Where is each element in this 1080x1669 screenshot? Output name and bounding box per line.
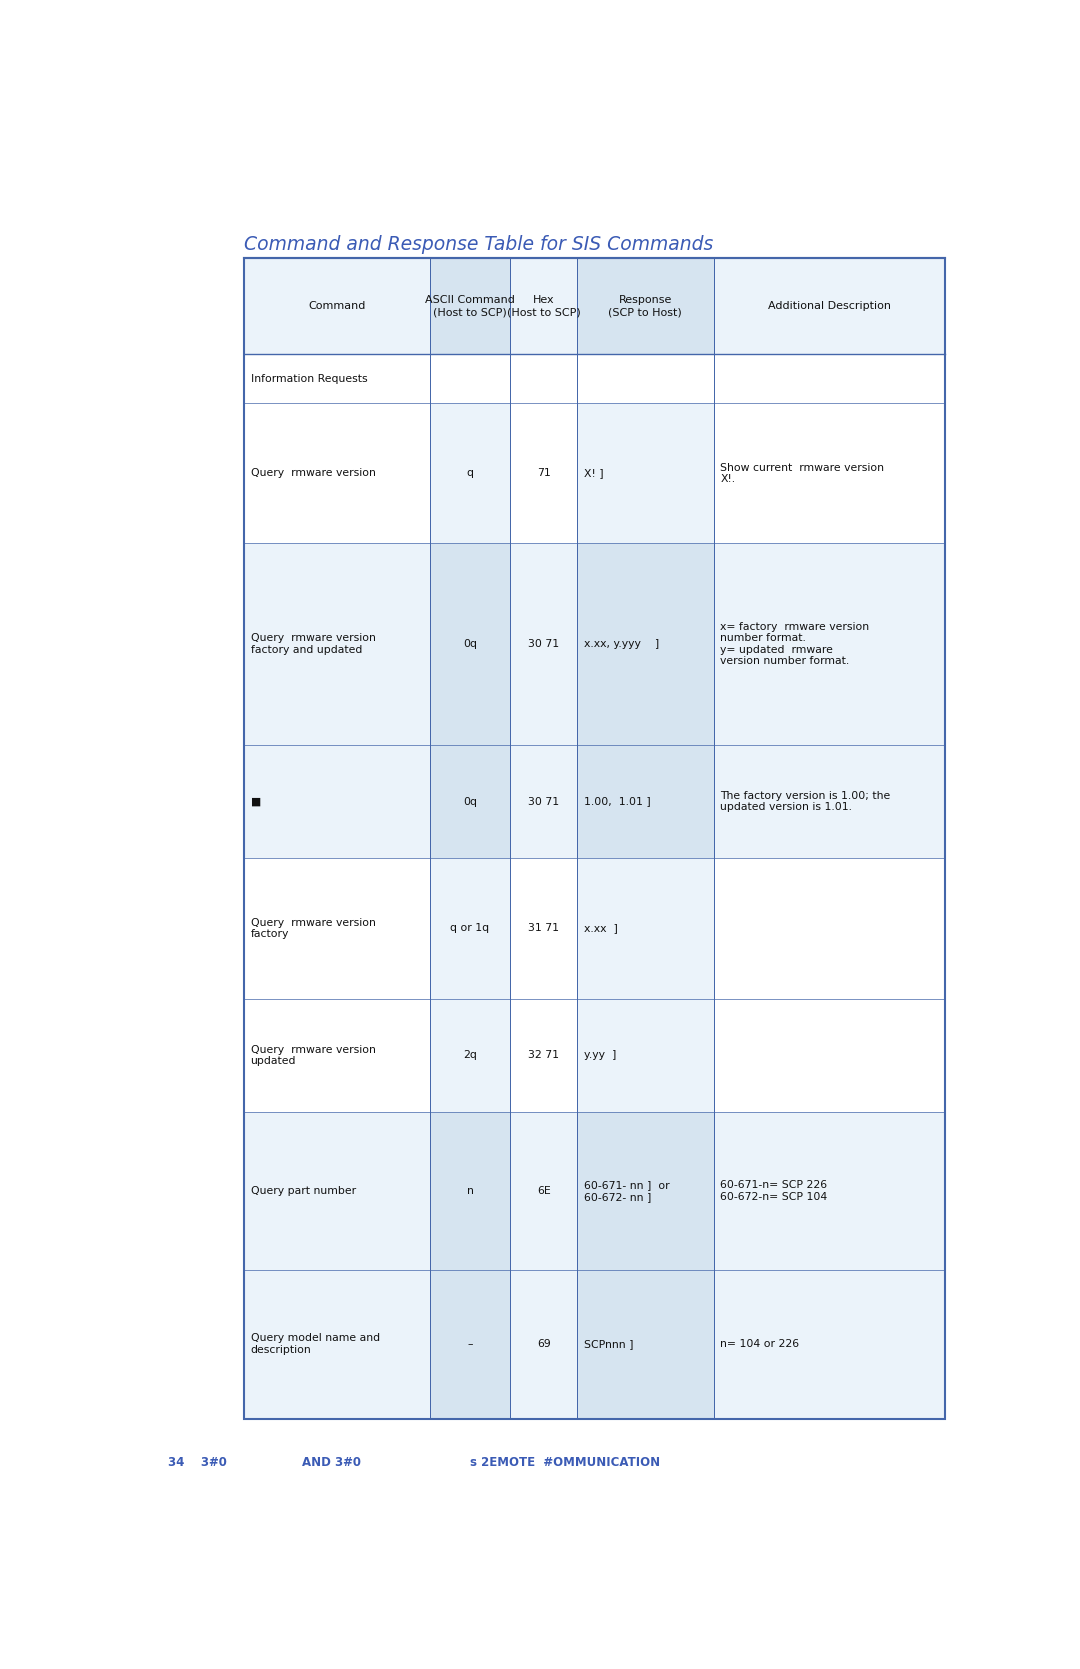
Text: Information Requests: Information Requests (251, 374, 367, 384)
Text: 60-671-n= SCP 226
60-672-n= SCP 104: 60-671-n= SCP 226 60-672-n= SCP 104 (720, 1180, 827, 1202)
Bar (714, 858, 945, 998)
Text: 0q: 0q (463, 639, 477, 649)
Text: q: q (467, 469, 473, 479)
Bar (577, 858, 714, 998)
Text: y.yy  ]: y.yy ] (583, 1050, 616, 1060)
Bar (511, 259, 577, 354)
Text: Query  rmware version: Query rmware version (251, 469, 376, 479)
Text: Show current  rmware version
X!.: Show current rmware version X!. (720, 462, 885, 484)
Text: n: n (467, 1187, 473, 1197)
Text: n= 104 or 226: n= 104 or 226 (720, 1339, 799, 1349)
Text: Query part number: Query part number (251, 1187, 355, 1197)
Bar (714, 998, 945, 1112)
Text: s 2EMOTE  #OMMUNICATION: s 2EMOTE #OMMUNICATION (470, 1455, 660, 1469)
Text: 34    3#0: 34 3#0 (168, 1455, 228, 1469)
Text: ASCII Command
(Host to SCP): ASCII Command (Host to SCP) (426, 295, 515, 317)
Bar (511, 858, 577, 998)
Text: X! ]: X! ] (583, 469, 604, 479)
Bar (430, 1270, 511, 1419)
Bar (430, 858, 511, 998)
Bar (714, 404, 945, 544)
Bar (244, 259, 945, 1419)
Bar (577, 259, 714, 354)
Text: AND 3#0: AND 3#0 (302, 1455, 362, 1469)
Text: 60-671- nn ]  or
60-672- nn ]: 60-671- nn ] or 60-672- nn ] (583, 1180, 670, 1202)
Bar (430, 1112, 511, 1270)
Bar (430, 998, 511, 1112)
Bar (244, 998, 430, 1112)
Bar (430, 544, 511, 744)
Text: 2q: 2q (463, 1050, 477, 1060)
Bar (244, 1270, 430, 1419)
Bar (244, 259, 430, 354)
Bar (714, 744, 945, 858)
Text: Query  rmware version
factory: Query rmware version factory (251, 918, 376, 940)
Text: The factory version is 1.00; the
updated version is 1.01.: The factory version is 1.00; the updated… (720, 791, 891, 813)
Bar (244, 404, 430, 544)
Bar (714, 1112, 945, 1270)
Bar (511, 1270, 577, 1419)
Text: Command: Command (308, 300, 365, 310)
Bar (577, 1112, 714, 1270)
Text: –: – (468, 1339, 473, 1349)
Bar (244, 744, 430, 858)
Bar (430, 744, 511, 858)
Bar (511, 998, 577, 1112)
Bar (714, 544, 945, 744)
Bar (244, 544, 430, 744)
Text: 71: 71 (537, 469, 551, 479)
Text: 30 71: 30 71 (528, 796, 559, 806)
Text: Query  rmware version
factory and updated: Query rmware version factory and updated (251, 633, 376, 654)
Text: SCPnnn ]: SCPnnn ] (583, 1339, 633, 1349)
Text: 1.00,  1.01 ]: 1.00, 1.01 ] (583, 796, 650, 806)
Text: Query  rmware version
updated: Query rmware version updated (251, 1045, 376, 1066)
Text: 6E: 6E (537, 1187, 551, 1197)
Text: x.xx  ]: x.xx ] (583, 923, 618, 933)
Bar (577, 744, 714, 858)
Bar (577, 404, 714, 544)
Text: Additional Description: Additional Description (768, 300, 891, 310)
Text: ■: ■ (251, 796, 260, 806)
Text: 31 71: 31 71 (528, 923, 559, 933)
Text: Query model name and
description: Query model name and description (251, 1334, 380, 1355)
Text: Command and Response Table for SIS Commands: Command and Response Table for SIS Comma… (244, 235, 713, 254)
Text: 32 71: 32 71 (528, 1050, 559, 1060)
Bar (430, 404, 511, 544)
Text: q or 1q: q or 1q (450, 923, 489, 933)
Bar (511, 1112, 577, 1270)
Text: 30 71: 30 71 (528, 639, 559, 649)
Text: x= factory  rmware version
number format.
y= updated  rmware
version number form: x= factory rmware version number format.… (720, 621, 869, 666)
Bar (244, 858, 430, 998)
Text: x.xx, y.yyy    ]: x.xx, y.yyy ] (583, 639, 659, 649)
Bar (714, 1270, 945, 1419)
Bar (511, 404, 577, 544)
Text: 69: 69 (537, 1339, 551, 1349)
Bar (714, 259, 945, 354)
Bar (244, 354, 945, 404)
Bar (244, 1112, 430, 1270)
Bar (577, 544, 714, 744)
Text: 0q: 0q (463, 796, 477, 806)
Text: Response
(SCP to Host): Response (SCP to Host) (608, 295, 683, 317)
Bar (511, 544, 577, 744)
Bar (511, 744, 577, 858)
Bar (577, 1270, 714, 1419)
Text: Hex
(Host to SCP): Hex (Host to SCP) (507, 295, 581, 317)
Bar (577, 998, 714, 1112)
Bar (430, 259, 511, 354)
